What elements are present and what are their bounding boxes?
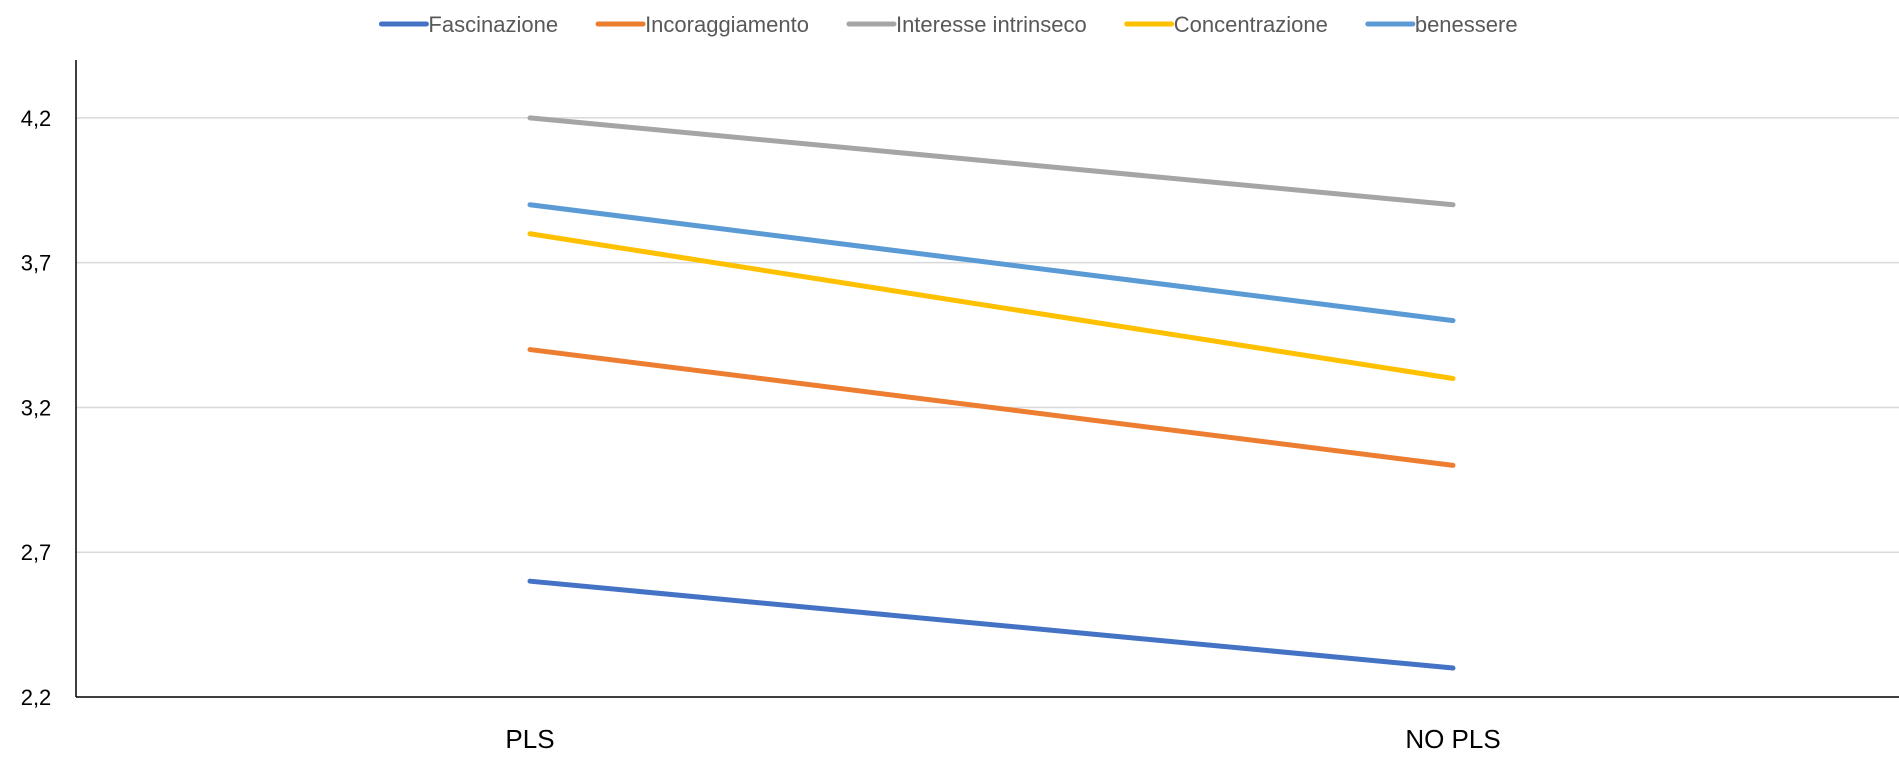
- y-tick-label: 2,2: [21, 685, 52, 710]
- legend: Fascinazione Incoraggiamento Interesse int…: [378, 12, 1518, 37]
- y-tick-label: 4,2: [21, 106, 52, 131]
- y-tick-label: 3,2: [21, 395, 52, 420]
- series-line: [527, 202, 1456, 324]
- x-tick-labels: PLS NO PLS: [505, 724, 1500, 754]
- legend-item: Incoraggiamento: [595, 12, 809, 37]
- y-tick-label: 3,7: [21, 251, 52, 276]
- x-tick-label: NO PLS: [1405, 724, 1500, 754]
- series-line: [527, 578, 1456, 671]
- legend-label: Concentrazione: [1174, 12, 1328, 37]
- series-lines: [527, 115, 1456, 671]
- legend-label: Interesse intrinseco: [896, 12, 1087, 37]
- legend-item: Fascinazione: [378, 12, 558, 37]
- series-line: [527, 115, 1456, 208]
- legend-item: Interesse intrinseco: [846, 12, 1087, 37]
- axes: [75, 60, 1899, 698]
- legend-label: Incoraggiamento: [645, 12, 809, 37]
- gridlines: [76, 117, 1899, 553]
- y-tick-labels: 2,2 2,7 3,2 3,7 4,2: [21, 106, 52, 710]
- y-tick-label: 2,7: [21, 540, 52, 565]
- legend-item: Concentrazione: [1124, 12, 1328, 37]
- legend-item: benessere: [1365, 12, 1518, 37]
- x-tick-label: PLS: [505, 724, 554, 754]
- series-line: [527, 347, 1456, 468]
- legend-label: benessere: [1415, 12, 1518, 37]
- series-line: [527, 231, 1456, 381]
- legend-label: Fascinazione: [428, 12, 558, 37]
